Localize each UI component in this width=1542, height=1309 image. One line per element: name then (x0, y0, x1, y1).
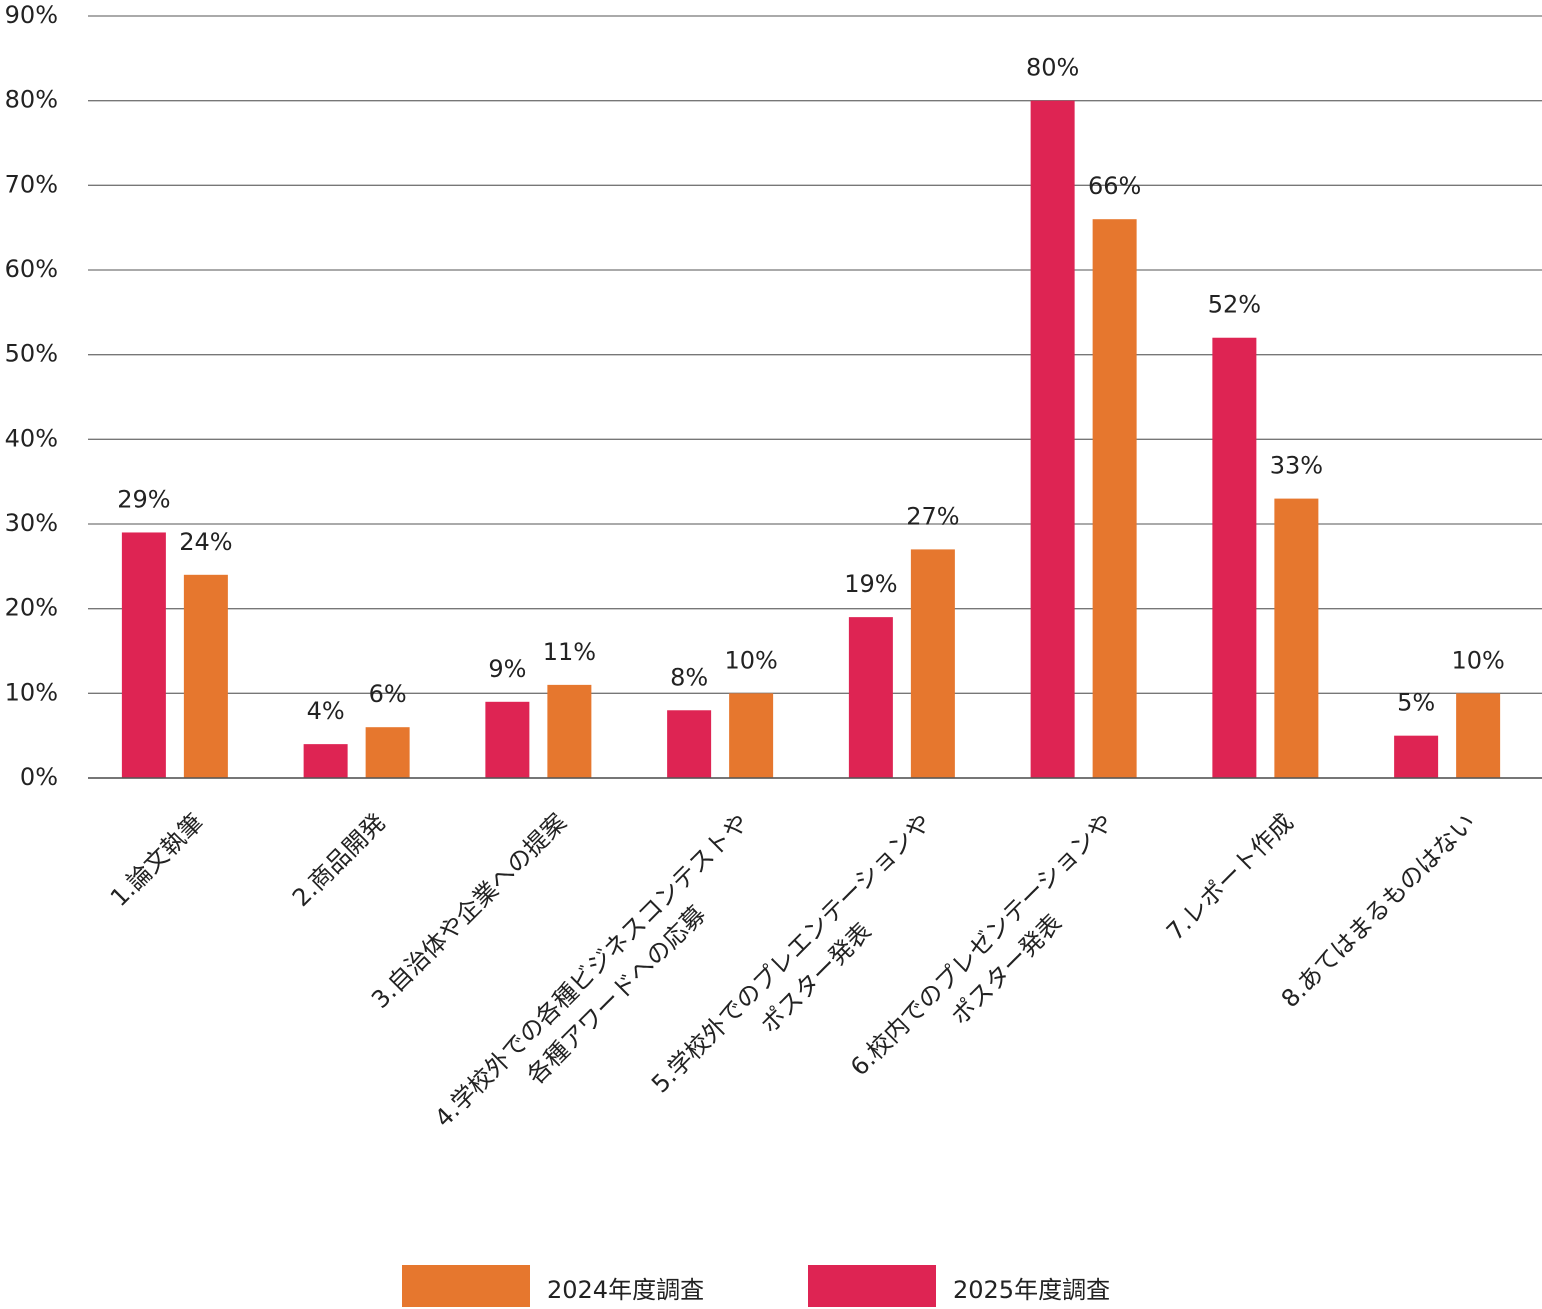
bar (1092, 219, 1137, 778)
data-label: 33% (1270, 452, 1323, 480)
y-tick-label: 10% (5, 678, 58, 706)
data-label: 10% (724, 646, 777, 674)
bar (1394, 735, 1439, 778)
bar (848, 617, 893, 778)
legend-label: 2025年度調査 (953, 1276, 1111, 1304)
data-label: 29% (117, 485, 170, 513)
y-tick-label: 90% (5, 1, 58, 29)
y-tick-label: 50% (5, 340, 58, 368)
bar (910, 549, 955, 778)
data-label: 52% (1208, 291, 1261, 319)
data-label: 80% (1026, 54, 1079, 82)
y-tick-label: 30% (5, 509, 58, 537)
bar (1274, 498, 1319, 778)
data-label: 6% (369, 680, 407, 708)
data-label: 8% (670, 663, 708, 691)
y-tick-label: 0% (20, 763, 58, 791)
legend-swatch (402, 1265, 530, 1307)
bar (667, 710, 712, 778)
data-label: 27% (906, 502, 959, 530)
bar (547, 684, 592, 778)
y-tick-label: 20% (5, 594, 58, 622)
bar (1456, 693, 1501, 778)
y-tick-label: 70% (5, 170, 58, 198)
bar (1212, 337, 1257, 778)
bar (303, 744, 348, 778)
data-label: 9% (488, 655, 526, 683)
data-label: 4% (307, 697, 345, 725)
y-tick-label: 40% (5, 424, 58, 452)
data-label: 24% (179, 528, 232, 556)
bar (729, 693, 774, 778)
data-label: 11% (543, 638, 596, 666)
bar (121, 532, 166, 778)
bar (365, 727, 410, 778)
legend-swatch (808, 1265, 936, 1307)
data-label: 5% (1397, 689, 1435, 717)
legend-label: 2024年度調査 (547, 1276, 705, 1304)
bar (485, 701, 530, 778)
data-label: 19% (844, 570, 897, 598)
data-label: 10% (1451, 646, 1504, 674)
data-label: 66% (1088, 172, 1141, 200)
y-tick-label: 60% (5, 255, 58, 283)
bar (183, 574, 228, 778)
bar (1030, 100, 1075, 778)
y-tick-label: 80% (5, 86, 58, 114)
